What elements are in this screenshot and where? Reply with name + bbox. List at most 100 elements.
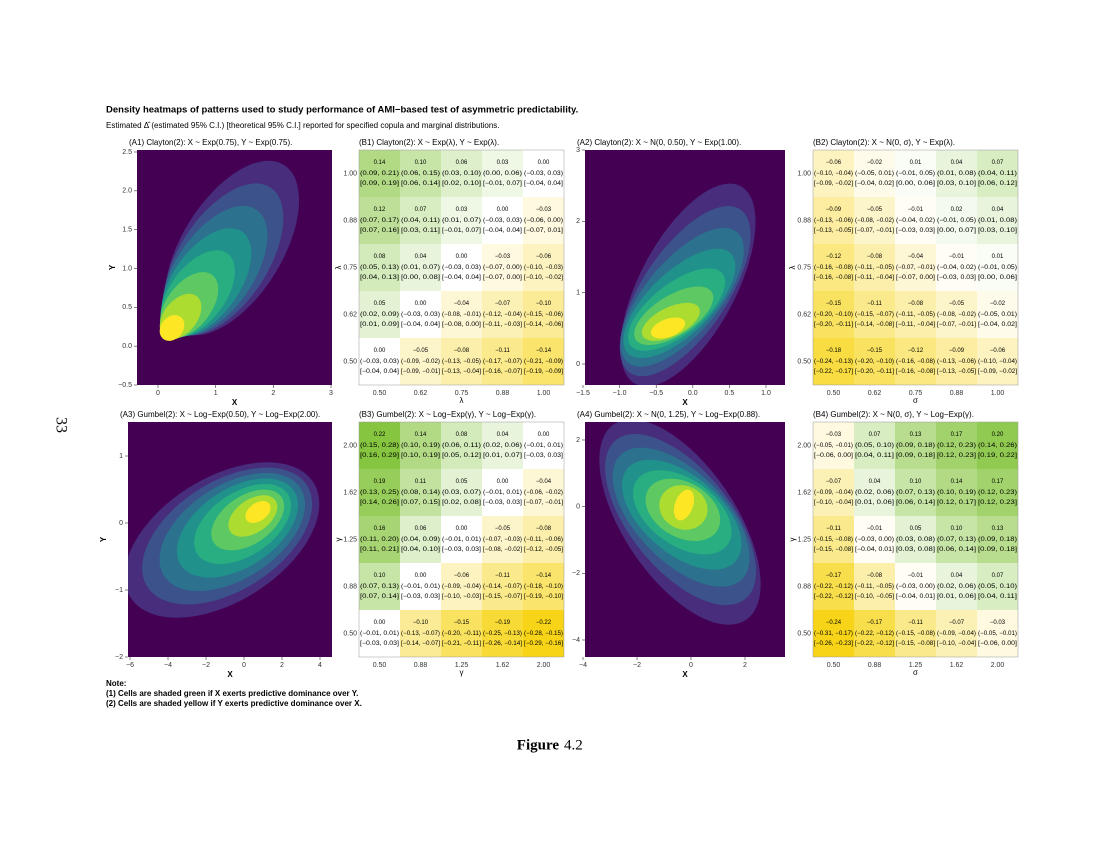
heat-cell (400, 422, 441, 469)
y-tick-label: 2.0 (122, 188, 132, 195)
x-tick-label: 0 (689, 662, 693, 669)
heat-cell (400, 291, 441, 338)
y-tick-label: 1.5 (122, 227, 132, 234)
row-label: 0.75 (343, 264, 357, 271)
density-contour (245, 501, 271, 523)
panel-title: (B2) Clayton(2): X ~ N(0, σ), Y ~ Exp(λ)… (813, 138, 955, 147)
heat-cell (359, 563, 400, 610)
cell-theoretical-ci: [−0.07, 0.00] (896, 275, 935, 281)
cell-estimated-ci: (−0.01, 0.01) (442, 537, 481, 543)
y-tick-label: −4 (572, 637, 580, 644)
cell-estimated-ci: (−0.13, −0.05) (442, 359, 481, 365)
cell-estimate: −0.09 (949, 348, 965, 354)
cell-theoretical-ci: [−0.08, 0.00] (442, 322, 481, 328)
cell-estimated-ci: (−0.11, −0.05) (855, 584, 894, 590)
cell-estimated-ci: (0.14, 0.26) (978, 443, 1017, 449)
cell-estimate: 0.04 (497, 432, 509, 438)
cell-estimate: −0.05 (413, 348, 429, 354)
heat-cell (400, 197, 441, 244)
cell-estimated-ci: (−0.11, −0.06) (524, 537, 563, 543)
cell-theoretical-ci: [−0.04, 0.04] (442, 275, 481, 281)
cell-estimate: −0.15 (826, 301, 842, 307)
cell-theoretical-ci: [0.11, 0.21] (360, 547, 399, 553)
cell-estimate: −0.12 (908, 348, 924, 354)
cell-theoretical-ci: [−0.11, −0.03] (483, 322, 522, 328)
heat-cell (854, 150, 895, 197)
heat-cell (977, 563, 1018, 610)
cell-estimate: 0.10 (374, 573, 386, 579)
cell-estimate: 0.04 (951, 160, 963, 166)
cell-estimate: −0.02 (990, 301, 1006, 307)
density-plot (585, 422, 785, 657)
cell-theoretical-ci: [−0.19, −0.09] (524, 369, 563, 375)
cell-estimate: 0.13 (992, 526, 1004, 532)
cell-theoretical-ci: [0.02, 0.08] (442, 500, 481, 506)
cell-theoretical-ci: [−0.04, 0.01] (855, 547, 894, 553)
cell-theoretical-ci: [−0.01, 0.07] (483, 181, 522, 187)
heat-cell (359, 197, 400, 244)
row-label: 0.50 (797, 630, 811, 637)
cell-estimated-ci: (−0.22, −0.12) (855, 631, 894, 637)
heat-cell (977, 291, 1018, 338)
heat-cell (936, 469, 977, 516)
cell-theoretical-ci: [−0.10, −0.05] (855, 594, 894, 600)
heat-cell (482, 516, 523, 563)
heat-cell (523, 610, 564, 657)
y-axis-label: λ (334, 266, 343, 270)
cell-estimated-ci: (0.05, 0.13) (360, 265, 399, 271)
cell-estimated-ci: (−0.25, −0.13) (483, 631, 522, 637)
row-label: 0.62 (343, 311, 357, 318)
panel-title: (A4) Gumbel(2): X ~ N(0, 1.25), Y ~ Log−… (577, 410, 760, 419)
cell-estimate: −0.01 (908, 573, 924, 579)
cell-estimated-ci: (−0.06, 0.00) (524, 218, 563, 224)
cell-estimate: 0.07 (992, 573, 1004, 579)
cell-estimated-ci: (−0.24, −0.13) (814, 359, 853, 365)
cell-theoretical-ci: [0.04, 0.10] (401, 547, 440, 553)
cell-estimate: −0.05 (949, 301, 965, 307)
page-number: 33 (52, 417, 69, 433)
density-plot (137, 150, 332, 385)
y-tick-label: 0 (576, 361, 580, 368)
heat-cell (441, 469, 482, 516)
cell-estimate: −0.15 (867, 348, 883, 354)
cell-estimated-ci: (0.08, 0.14) (401, 490, 440, 496)
cell-theoretical-ci: [0.09, 0.18] (896, 453, 935, 459)
cell-estimate: 0.17 (951, 432, 963, 438)
heat-cell (977, 244, 1018, 291)
cell-theoretical-ci: [0.10, 0.19] (401, 453, 440, 459)
cell-estimated-ci: (0.07, 0.13) (896, 490, 935, 496)
heatmap-border (812, 149, 1019, 386)
heat-cell (936, 244, 977, 291)
x-axis-label: X (682, 670, 688, 679)
col-label: 0.88 (496, 390, 510, 397)
cell-estimated-ci: (−0.10, −0.04) (978, 359, 1017, 365)
x-axis-label: X (227, 670, 233, 679)
heat-cell (523, 338, 564, 385)
heat-cell (813, 469, 854, 516)
heat-cell (977, 150, 1018, 197)
x-axis-label: σ (913, 396, 918, 405)
cell-theoretical-ci: [−0.12, −0.05] (524, 547, 563, 553)
cell-estimated-ci: (−0.21, −0.09) (524, 359, 563, 365)
cell-theoretical-ci: [0.09, 0.18] (978, 547, 1017, 553)
cell-estimated-ci: (−0.13, −0.06) (937, 359, 976, 365)
cell-estimated-ci: (−0.12, −0.04) (483, 312, 522, 318)
cell-theoretical-ci: [−0.19, −0.10] (524, 594, 563, 600)
note: (1) Cells are shaded green if X exerts p… (106, 689, 358, 698)
cell-estimated-ci: (0.09, 0.18) (978, 537, 1017, 543)
row-label: 1.25 (343, 536, 357, 543)
heat-cell (359, 516, 400, 563)
cell-estimated-ci: (−0.03, 0.03) (524, 171, 563, 177)
cell-estimate: 0.00 (374, 348, 386, 354)
cell-estimated-ci: (0.04, 0.11) (401, 218, 440, 224)
col-label: 0.62 (868, 390, 882, 397)
heat-cell (813, 610, 854, 657)
cell-theoretical-ci: [−0.09, −0.02] (814, 181, 853, 187)
cell-estimate: −0.08 (867, 254, 883, 260)
heat-cell (936, 563, 977, 610)
heat-cell (977, 610, 1018, 657)
row-label: 0.88 (797, 583, 811, 590)
col-label: 0.75 (909, 390, 923, 397)
x-tick-label: −4 (164, 662, 172, 669)
cell-theoretical-ci: [−0.14, −0.08] (855, 322, 894, 328)
